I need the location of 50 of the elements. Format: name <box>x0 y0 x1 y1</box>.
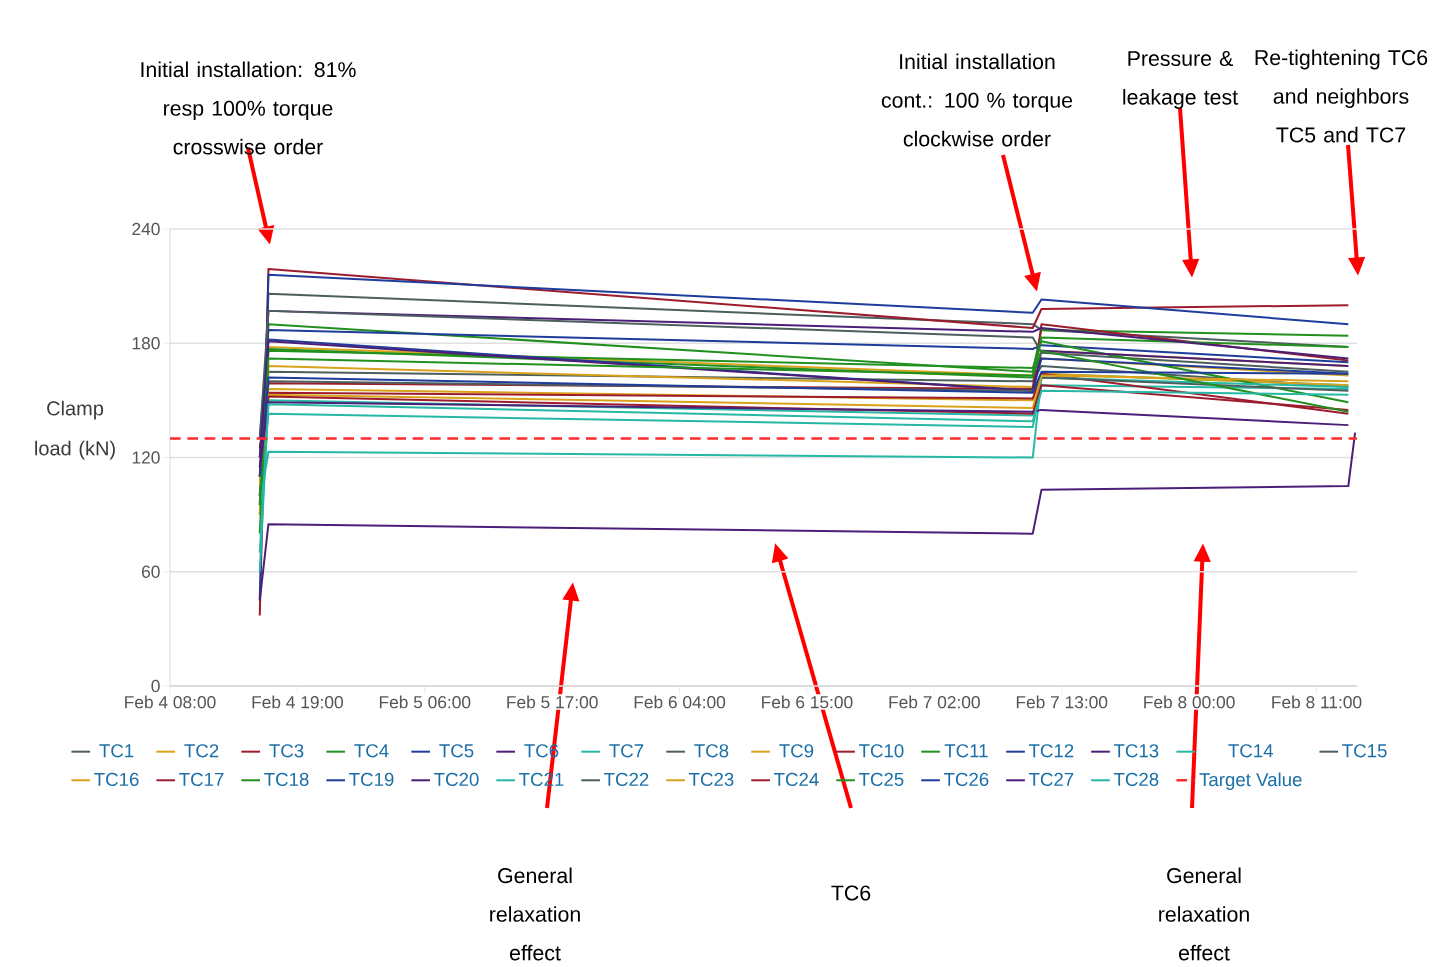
legend-label: Target Value <box>1199 772 1302 790</box>
text: Pressure & leakage test <box>1123 51 1238 109</box>
legend-label: TC1 <box>99 744 134 758</box>
legend-label: TC5 <box>439 744 474 758</box>
legend-label: TC11 <box>944 744 988 758</box>
legend-label: TC8 <box>694 744 729 758</box>
x-tick-label: Feb 5 06:00 <box>379 695 471 709</box>
text: General relaxation effect <box>490 867 580 961</box>
legend-label: TC22 <box>604 772 649 786</box>
x-tick-label: Feb 7 02:00 <box>889 695 980 709</box>
x-tick-label: Feb 5 17:00 <box>507 695 598 709</box>
legend-label: TC24 <box>774 772 819 786</box>
text: Re-tightening TC6 and neighbors TC5 and TC7 <box>1255 49 1428 143</box>
legend-label: TC23 <box>689 772 734 786</box>
y-tick-label: 120 <box>132 451 160 464</box>
legend-label: TC27 <box>1028 772 1074 786</box>
legend-label: TC26 <box>943 772 989 786</box>
y-axis-title: Clamp load (kN) <box>35 400 115 460</box>
legend-label: TC17 <box>179 772 224 786</box>
legend-label: TC7 <box>609 744 644 758</box>
text: Initial installation cont.: 100 % torque clockwise order <box>881 53 1073 147</box>
legend-label: TC18 <box>264 772 309 786</box>
x-tick-label: Feb 6 15:00 <box>762 695 853 709</box>
legend-label: TC2 <box>184 744 219 758</box>
x-tick-label: Feb 4 08:00 <box>125 695 216 709</box>
legend-label: TC14 <box>1228 744 1274 758</box>
legend-label: TC25 <box>859 772 904 786</box>
legend-label: TC10 <box>859 744 904 758</box>
y-tick-label: 60 <box>142 565 160 578</box>
legend-label: TC3 <box>269 744 304 758</box>
legend-label: TC19 <box>349 772 394 786</box>
text: General relaxation effect <box>1159 867 1249 961</box>
text: TC6 <box>831 885 871 901</box>
legend-label: TC16 <box>94 772 139 786</box>
y-tick-label: 180 <box>132 337 160 350</box>
legend-label: TC13 <box>1113 744 1159 758</box>
y-tick-label: 240 <box>132 222 160 236</box>
legend-label: TC12 <box>1028 744 1074 758</box>
legend-label: TC28 <box>1113 772 1159 786</box>
legend-label: TC15 <box>1342 744 1387 758</box>
x-tick-label: Feb 4 19:00 <box>252 695 343 709</box>
x-tick-label: Feb 7 13:00 <box>1016 695 1108 709</box>
x-tick-label: Feb 8 00:00 <box>1144 695 1235 709</box>
text: Initial installation: 81% resp 100% torque crosswise order <box>141 61 356 155</box>
legend-label: TC20 <box>434 772 479 786</box>
legend-label: TC9 <box>779 744 814 758</box>
x-tick-label: Feb 6 04:00 <box>634 695 726 709</box>
y-tick-label: 0 <box>151 679 160 693</box>
legend-label: TC4 <box>354 744 389 758</box>
x-tick-label: Feb 8 11:00 <box>1272 695 1362 709</box>
